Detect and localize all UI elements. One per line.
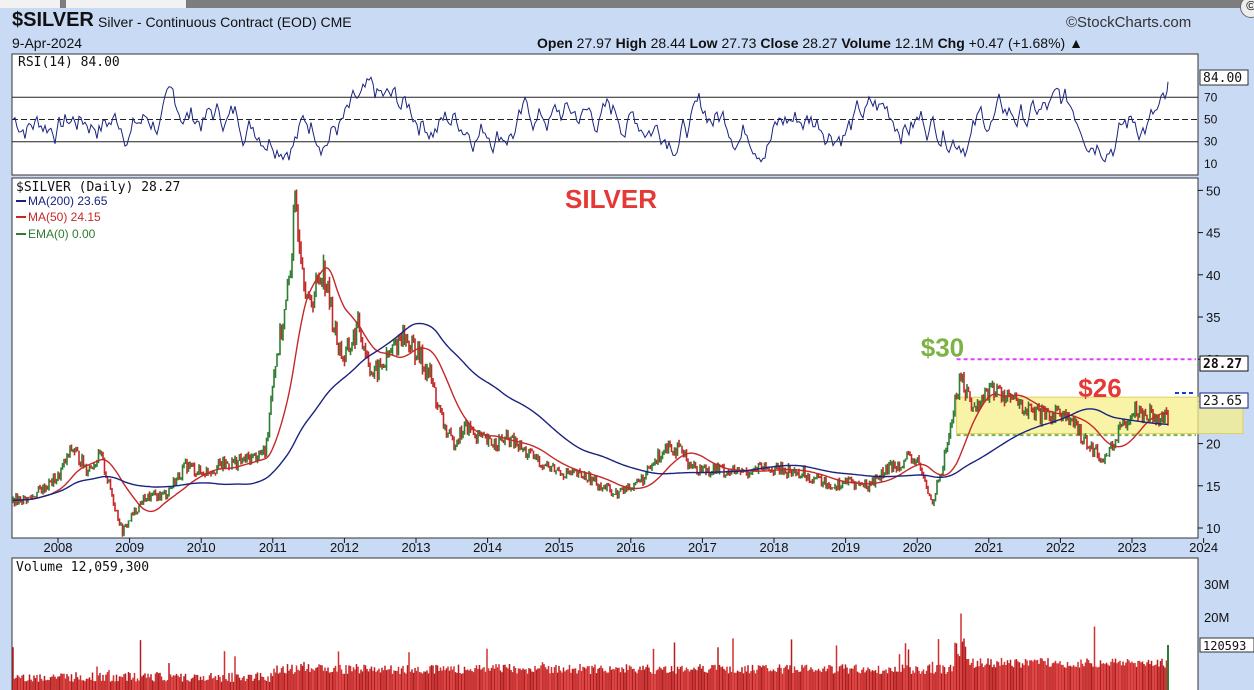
ma200-line [12,322,1169,502]
high-label: High [615,35,647,51]
price-tick-label: 20 [1206,437,1220,452]
rsi-grid [12,96,1198,143]
x-tick-label: 2014 [473,540,502,555]
rsi-line [12,76,1169,163]
x-tick-label: 2022 [1046,540,1075,555]
volume-label: Volume [841,35,891,51]
high-value: 28.44 [650,35,686,51]
chart-date: 9-Apr-2024 [12,35,83,51]
rsi-legend: RSI(14) 84.00 [18,55,120,70]
rsi-panel [11,53,1199,176]
symbol-title: $SILVER [12,9,94,31]
brand-label: ©StockCharts.com [1066,14,1192,31]
annotation-30: $30 [921,333,964,363]
tab-two[interactable] [66,0,187,8]
rsi-value-label: 84.00 [1203,71,1242,86]
close-value: 28.27 [802,35,838,51]
price-tick-label: 50 [1206,183,1220,198]
price-tick-label: 10 [1206,521,1220,536]
ema-legend: EMA(0) 0.00 [28,227,96,241]
x-tick-label: 2016 [616,540,645,555]
price-tick-label: 15 [1206,479,1220,494]
chg-label: Chg [937,35,965,51]
volume-value-box [1199,637,1254,653]
last-price-box [1199,355,1249,372]
rsi-value-box [1199,69,1249,86]
x-tick-label: 2013 [402,540,431,555]
volume-value: 12.1M [894,35,934,51]
ma50-legend: MA(50) 24.15 [28,210,101,224]
annotation-26: $26 [1078,373,1121,403]
x-axis: 2008 2009 2010 2011 2012 2013 2014 2015 2016 2017… [44,538,1218,555]
open-value: 27.97 [576,35,612,51]
price-tick-label: 45 [1206,226,1220,241]
window-tab-bar [0,0,1254,8]
x-tick-label: 2009 [115,540,144,555]
close-icon[interactable]: © [1240,0,1254,18]
up-arrow-icon: ▲ [1069,35,1083,51]
volume-value-label: 120593 [1203,639,1246,653]
x-tick-label: 2011 [259,540,287,555]
ma-value-box [1199,392,1249,409]
x-tick-label: 2012 [330,540,359,555]
chart-title-annotation: SILVER [565,184,657,214]
volume-legend: Volume 12,059,300 [16,560,149,575]
price-bars [12,189,1169,537]
volume-bars [12,613,1169,690]
open-label: Open [537,35,573,51]
ma200-legend: MA(200) 23.65 [28,194,108,208]
rsi-tick-label: 30 [1204,135,1218,149]
x-tick-label: 2020 [903,540,932,555]
x-tick-label: 2010 [187,540,216,555]
volume-tick-30m: 30M [1204,577,1229,592]
x-tick-label: 2024 [1189,540,1218,555]
close-label: Close [760,35,799,51]
ohlc-summary: Open 27.97 High 28.44 Low 27.73 Close 28… [537,35,1083,51]
x-tick-label: 2023 [1118,540,1147,555]
symbol-description: Silver - Continuous Contract (EOD) CME [98,14,352,30]
rsi-tick-label: 70 [1204,90,1218,104]
price-tick-label: 40 [1206,268,1220,283]
x-tick-label: 2017 [688,540,717,555]
x-tick-label: 2015 [545,540,574,555]
ma-value-label: 23.65 [1203,394,1242,409]
tab-one[interactable] [0,0,61,8]
ma50-line [12,267,1168,513]
rsi-tick-label: 10 [1204,157,1218,171]
price-legend: $SILVER (Daily) 28.27 [16,180,180,195]
low-value: 27.73 [721,35,757,51]
x-tick-label: 2008 [44,540,73,555]
x-tick-label: 2018 [760,540,789,555]
chart-header: $SILVER Silver - Continuous Contract (EO… [0,0,1254,62]
last-price-label: 28.27 [1203,357,1242,372]
x-tick-label: 2021 [974,540,1003,555]
x-tick-label: 2019 [831,540,860,555]
chg-value: +0.47 (+1.68%) [968,35,1066,51]
low-label: Low [689,35,718,51]
volume-tick-20m: 20M [1204,610,1229,625]
rsi-tick-label: 50 [1204,113,1218,127]
price-tick-label: 35 [1206,310,1220,325]
